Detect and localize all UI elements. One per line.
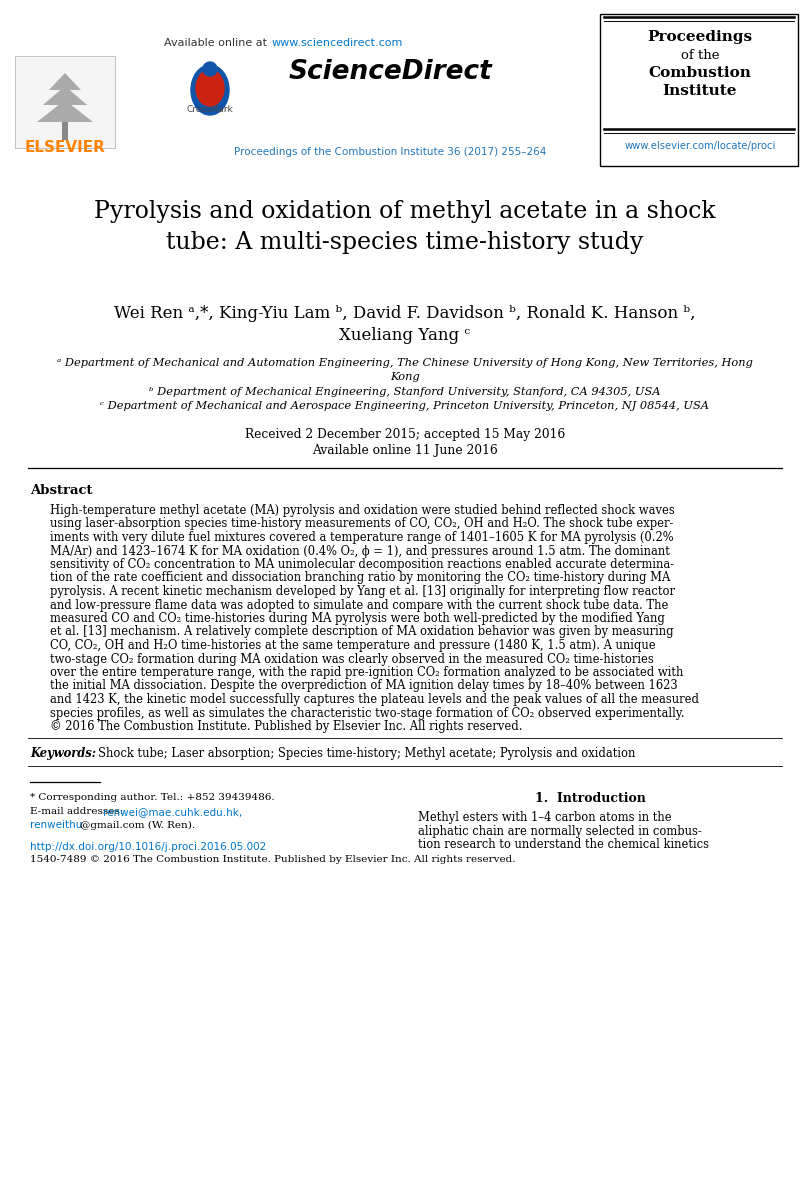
Ellipse shape (196, 70, 224, 106)
Text: www.sciencedirect.com: www.sciencedirect.com (272, 38, 403, 48)
Text: High-temperature methyl acetate (MA) pyrolysis and oxidation were studied behind: High-temperature methyl acetate (MA) pyr… (50, 504, 675, 517)
Text: renwei@mae.cuhk.edu.hk,: renwei@mae.cuhk.edu.hk, (103, 808, 242, 817)
Text: MA/Ar) and 1423–1674 K for MA oxidation (0.4% O₂, ϕ = 1), and pressures around 1: MA/Ar) and 1423–1674 K for MA oxidation … (50, 545, 670, 558)
Text: renweithu: renweithu (30, 821, 83, 830)
Text: Institute: Institute (663, 84, 737, 98)
Text: sensitivity of CO₂ concentration to MA unimolecular decomposition reactions enab: sensitivity of CO₂ concentration to MA u… (50, 558, 674, 571)
Ellipse shape (203, 62, 217, 76)
Text: * Corresponding author. Tel.: +852 39439486.: * Corresponding author. Tel.: +852 39439… (30, 793, 275, 803)
Text: CO, CO₂, OH and H₂O time-histories at the same temperature and pressure (1480 K,: CO, CO₂, OH and H₂O time-histories at th… (50, 638, 655, 652)
Polygon shape (43, 86, 87, 104)
Text: Received 2 December 2015; accepted 15 May 2016: Received 2 December 2015; accepted 15 Ma… (245, 428, 565, 440)
Text: Proceedings: Proceedings (647, 30, 752, 44)
Text: 1.  Introduction: 1. Introduction (535, 792, 646, 804)
Text: Combustion: Combustion (649, 66, 752, 80)
Text: species profiles, as well as simulates the characteristic two-stage formation of: species profiles, as well as simulates t… (50, 707, 684, 720)
Text: Xueliang Yang ᶜ: Xueliang Yang ᶜ (339, 326, 471, 344)
Text: Wei Ren ᵃ,*, King-Yiu Lam ᵇ, David F. Davidson ᵇ, Ronald K. Hanson ᵇ,: Wei Ren ᵃ,*, King-Yiu Lam ᵇ, David F. Da… (114, 305, 696, 322)
Text: Pyrolysis and oxidation of methyl acetate in a shock
tube: A multi-species time-: Pyrolysis and oxidation of methyl acetat… (94, 200, 716, 254)
Text: et al. [13] mechanism. A relatively complete description of MA oxidation behavio: et al. [13] mechanism. A relatively comp… (50, 625, 674, 638)
Polygon shape (37, 100, 93, 122)
Text: © 2016 The Combustion Institute. Published by Elsevier Inc. All rights reserved.: © 2016 The Combustion Institute. Publish… (50, 720, 522, 733)
Text: www.elsevier.com/locate/proci: www.elsevier.com/locate/proci (625, 140, 776, 151)
Bar (62, 122, 68, 140)
Text: tion research to understand the chemical kinetics: tion research to understand the chemical… (418, 839, 709, 852)
Polygon shape (49, 73, 81, 90)
Text: the initial MA dissociation. Despite the overprediction of MA ignition delay tim: the initial MA dissociation. Despite the… (50, 679, 678, 692)
Bar (600, 14, 798, 166)
Text: E-mail addresses:: E-mail addresses: (30, 808, 123, 816)
Text: Available online 11 June 2016: Available online 11 June 2016 (312, 444, 498, 457)
Text: ScienceDirect: ScienceDirect (288, 59, 492, 85)
Text: measured CO and CO₂ time-histories during MA pyrolysis were both well-predicted : measured CO and CO₂ time-histories durin… (50, 612, 665, 625)
Text: ᵇ Department of Mechanical Engineering, Stanford University, Stanford, CA 94305,: ᵇ Department of Mechanical Engineering, … (149, 386, 661, 397)
Text: tion of the rate coefficient and dissociation branching ratio by monitoring the : tion of the rate coefficient and dissoci… (50, 571, 670, 584)
Text: of the: of the (680, 49, 719, 62)
Text: aliphatic chain are normally selected in combus-: aliphatic chain are normally selected in… (418, 826, 701, 838)
Text: @gmail.com (W. Ren).: @gmail.com (W. Ren). (80, 821, 195, 829)
Text: 1540-7489 © 2016 The Combustion Institute. Published by Elsevier Inc. All rights: 1540-7489 © 2016 The Combustion Institut… (30, 856, 515, 864)
Text: Abstract: Abstract (30, 484, 92, 497)
Text: using laser-absorption species time-history measurements of CO, CO₂, OH and H₂O.: using laser-absorption species time-hist… (50, 517, 673, 530)
Bar (15, 56, 115, 148)
Text: Kong: Kong (390, 372, 420, 382)
Text: and 1423 K, the kinetic model successfully captures the plateau levels and the p: and 1423 K, the kinetic model successful… (50, 692, 699, 706)
Text: two-stage CO₂ formation during MA oxidation was clearly observed in the measured: two-stage CO₂ formation during MA oxidat… (50, 653, 654, 666)
Text: CrossMark: CrossMark (186, 104, 233, 114)
Text: Available online at: Available online at (164, 38, 270, 48)
Text: iments with very dilute fuel mixtures covered a temperature range of 1401–1605 K: iments with very dilute fuel mixtures co… (50, 530, 674, 544)
Text: ELSEVIER: ELSEVIER (24, 140, 105, 155)
Text: Keywords:: Keywords: (30, 748, 96, 761)
Text: and low-pressure flame data was adopted to simulate and compare with the current: and low-pressure flame data was adopted … (50, 599, 668, 612)
Text: ᵃ Department of Mechanical and Automation Engineering, The Chinese University of: ᵃ Department of Mechanical and Automatio… (57, 358, 753, 368)
Ellipse shape (191, 65, 229, 115)
Text: http://dx.doi.org/10.1016/j.proci.2016.05.002: http://dx.doi.org/10.1016/j.proci.2016.0… (30, 841, 266, 852)
Text: Shock tube; Laser absorption; Species time-history; Methyl acetate; Pyrolysis an: Shock tube; Laser absorption; Species ti… (98, 748, 635, 761)
Text: ᶜ Department of Mechanical and Aerospace Engineering, Princeton University, Prin: ᶜ Department of Mechanical and Aerospace… (100, 401, 710, 410)
Text: Methyl esters with 1–4 carbon atoms in the: Methyl esters with 1–4 carbon atoms in t… (418, 811, 671, 824)
Text: pyrolysis. A recent kinetic mechanism developed by Yang et al. [13] originally f: pyrolysis. A recent kinetic mechanism de… (50, 584, 675, 598)
Text: over the entire temperature range, with the rapid pre-ignition CO₂ formation ana: over the entire temperature range, with … (50, 666, 684, 679)
Text: Proceedings of the Combustion Institute 36 (2017) 255–264: Proceedings of the Combustion Institute … (234, 146, 546, 157)
